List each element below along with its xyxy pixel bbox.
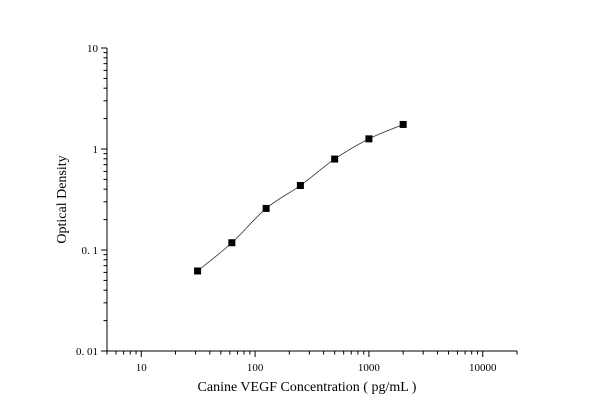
y-tick-label: 10 bbox=[87, 43, 99, 55]
x-tick-label: 1000 bbox=[358, 362, 381, 374]
x-tick-label: 10000 bbox=[469, 362, 497, 374]
data-point-marker bbox=[399, 120, 407, 128]
fit-curve bbox=[197, 124, 404, 272]
data-point-marker bbox=[262, 204, 270, 212]
data-points bbox=[194, 120, 407, 275]
y-tick-label: 0. 01 bbox=[76, 346, 98, 358]
data-point-marker bbox=[331, 155, 339, 163]
axes bbox=[106, 48, 517, 352]
data-point-marker bbox=[365, 135, 373, 143]
ticks bbox=[101, 47, 518, 357]
data-point-marker bbox=[228, 239, 236, 247]
fit-curve-layer bbox=[197, 124, 404, 272]
y-axis-title: Optical Density bbox=[55, 155, 70, 243]
data-point-marker bbox=[194, 267, 202, 275]
x-axis-title: Canine VEGF Concentration ( pg/mL ) bbox=[198, 380, 417, 395]
x-tick-label: 100 bbox=[247, 362, 264, 374]
y-tick-label: 0. 1 bbox=[82, 245, 99, 257]
tick-labels: 10 100 1000 10000 0. 01 0. 1 1 10 bbox=[76, 43, 497, 374]
data-point-marker bbox=[296, 182, 304, 190]
y-tick-label: 1 bbox=[93, 144, 99, 156]
x-tick-label: 10 bbox=[136, 362, 148, 374]
